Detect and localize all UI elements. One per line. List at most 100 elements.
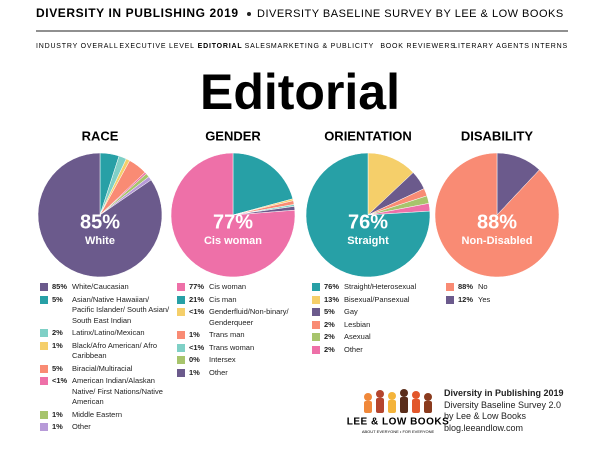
legend-item: 1% Other (40, 422, 170, 433)
pie-title: ORIENTATION (324, 128, 412, 143)
legend-item: <1% American Indian/Alaskan Native/ First… (40, 376, 170, 408)
legend-label: Gay (344, 307, 358, 316)
nav-item[interactable]: SALES (245, 43, 272, 50)
legend-value: 77% (189, 282, 205, 291)
legend-value: 2% (324, 344, 335, 354)
pie-slice (305, 152, 431, 278)
nav-item[interactable]: BOOK REVIEWERS (380, 43, 455, 50)
legend-value: 2% (324, 319, 335, 329)
center-label: Cis woman (204, 235, 262, 247)
separator-dot (247, 12, 251, 16)
center-label: White (85, 235, 115, 247)
swatch (40, 295, 48, 304)
swatch (177, 343, 185, 352)
footer-text: Diversity in Publishing 2019 Diversity Ba… (444, 388, 564, 434)
legend-value: 21% (189, 294, 205, 304)
nav-item[interactable]: INTERNS (532, 43, 568, 50)
pie-slice (434, 152, 560, 278)
legend-item: 2% Other (312, 345, 442, 356)
legend-label: White/Caucasian (72, 282, 129, 291)
swatch (40, 410, 48, 419)
legend-item: 1% Black/Afro American/ Afro Caribbean (40, 341, 170, 362)
swatch (446, 283, 454, 291)
pie-title: GENDER (205, 128, 261, 143)
pie-slice (37, 152, 163, 278)
center-label: Non-Disabled (462, 235, 533, 247)
swatch (312, 283, 320, 291)
nav-item[interactable]: LITERARY AGENTS (453, 43, 529, 50)
legend-label: Other (344, 344, 363, 354)
swatch (177, 308, 185, 316)
legend-item: <1% Trans woman (177, 343, 307, 354)
pie-title: RACE (82, 128, 119, 143)
header-subtitle: DIVERSITY BASELINE SURVEY BY LEE & LOW B… (257, 8, 564, 20)
swatch (312, 345, 320, 354)
legend-value: <1% (189, 307, 205, 316)
legend-value: 88% (458, 282, 474, 291)
swatch (312, 308, 320, 316)
legend-label: Asexual (344, 332, 371, 341)
legend: 76% Straight/Heterosexual 13% Bisexual/Pans… (312, 282, 442, 357)
legend-item: 2% Latinx/Latino/Mexican (40, 328, 170, 339)
swatch (312, 295, 320, 304)
legend-label: Intersex (209, 355, 236, 364)
nav-item[interactable]: EXECUTIVE LEVEL (119, 43, 194, 50)
legend-item: 21% Cis man (177, 295, 307, 306)
nav-item[interactable]: MARKETING & PUBLICITY (271, 43, 374, 50)
nav-item[interactable]: EDITORIAL (198, 43, 243, 50)
legend-label: Biracial/Multiracial (72, 363, 133, 373)
legend-label: Straight/Heterosexual (344, 282, 417, 291)
center-value: 76% (348, 211, 388, 233)
pie-title: DISABILITY (461, 128, 534, 143)
legend-item: 1% Middle Eastern (40, 410, 170, 421)
legend-value: 1% (52, 340, 63, 350)
legend-label: Black/Afro American/ Afro Caribbean (72, 340, 158, 361)
nav-item[interactable]: INDUSTRY OVERALL (36, 43, 119, 50)
legend-value: 13% (324, 294, 340, 304)
legend-item: <1% Genderfluid/Non-binary/ Genderqueer (177, 307, 307, 328)
legend-label: Other (72, 422, 91, 431)
center-value: 85% (80, 211, 120, 233)
swatch (177, 356, 185, 364)
legend: 88% No 12% Yes (446, 282, 576, 307)
pie-slice (232, 152, 294, 216)
legend-value: 1% (52, 422, 63, 431)
swatch (177, 331, 185, 339)
logo-tagline: ABOUT EVERYONE • FOR EVERYONE (362, 429, 435, 434)
page-title: Editorial (200, 64, 400, 120)
legend-value: 5% (324, 307, 335, 316)
swatch (40, 329, 48, 337)
legend-value: 2% (52, 328, 63, 337)
legend-value: 0% (189, 355, 200, 364)
swatch (312, 320, 320, 329)
legend-value: 1% (52, 409, 63, 419)
legend-item: 5% Gay (312, 307, 442, 318)
swatch (40, 341, 48, 350)
legend-item: 85% White/Caucasian (40, 282, 170, 293)
legend-value: 5% (52, 294, 63, 304)
legend-label: Trans man (209, 330, 245, 339)
swatch (40, 423, 48, 431)
legend-item: 2% Lesbian (312, 320, 442, 331)
legend-value: <1% (189, 342, 205, 352)
legend-value: 12% (458, 294, 474, 304)
legend-label: Other (209, 367, 228, 377)
legend-value: 76% (324, 282, 340, 291)
legend-value: 1% (189, 330, 200, 339)
swatch (40, 364, 48, 373)
legend-label: Bisexual/Pansexual (344, 294, 410, 304)
legend-item: 1% Trans man (177, 330, 307, 341)
legend-label: Cis woman (209, 282, 247, 291)
legend-item: 77% Cis woman (177, 282, 307, 293)
footer-line: Diversity in Publishing 2019 (444, 388, 564, 398)
legend-label: American Indian/Alaskan Native/ First Na… (72, 376, 163, 406)
legend-item: 13% Bisexual/Pansexual (312, 295, 442, 306)
pie-slice (170, 152, 296, 278)
legend-item: 88% No (446, 282, 576, 293)
legend-label: Lesbian (344, 319, 371, 329)
center-value: 88% (477, 211, 517, 233)
header-title: DIVERSITY IN PUBLISHING 2019 (36, 6, 239, 20)
legend-label: Cis man (209, 294, 237, 304)
